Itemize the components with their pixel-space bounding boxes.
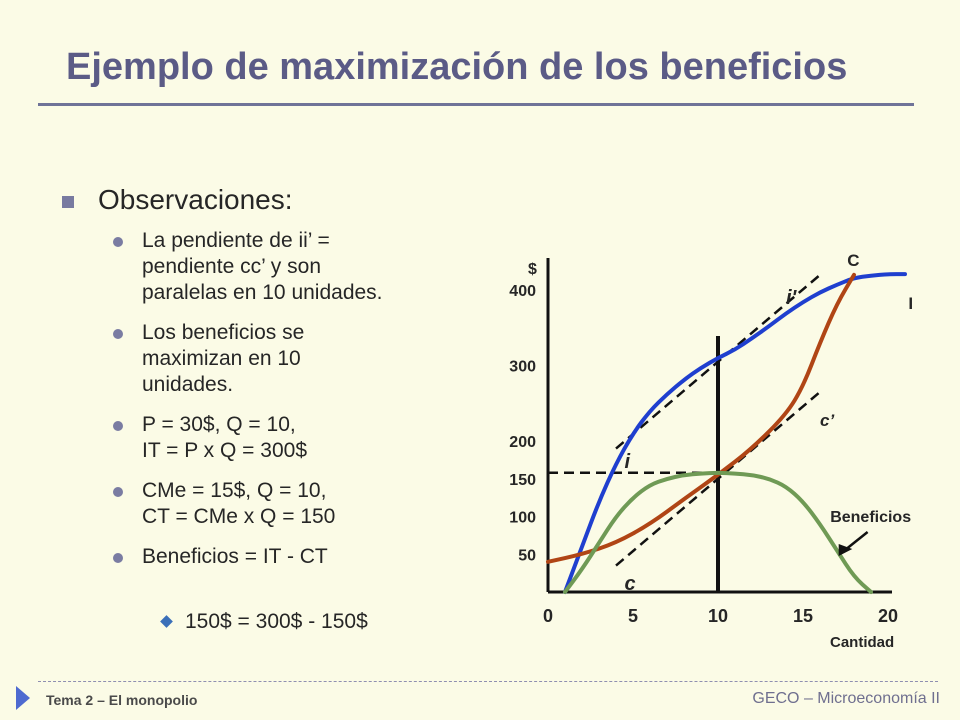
y-tick-label: 150	[509, 472, 536, 489]
series-c-line	[546, 272, 856, 564]
observations-list: La pendiente de ii’ = pendiente cc’ y so…	[110, 228, 470, 584]
sub-bullet: 150$ = 300$ - 150$	[160, 610, 368, 634]
list-item-line: P = 30$, Q = 10,	[142, 413, 296, 436]
profit-pointer-arrowhead	[838, 544, 853, 556]
y-tick-label: 300	[509, 359, 536, 376]
cost-tangent-line	[615, 390, 821, 567]
x-tick-label: 20	[878, 606, 898, 626]
list-item-line: Beneficios = IT - CT	[142, 545, 328, 568]
list-item-line: Los beneficios se	[142, 321, 305, 344]
revenue-curve-label: I	[908, 294, 913, 313]
list-item-line: maximizan en 10	[142, 347, 301, 370]
cost-tangent-start-label: c	[625, 573, 636, 595]
observations-heading: Observaciones:	[62, 184, 293, 216]
title-divider	[38, 103, 914, 106]
x-tick-label: 5	[628, 606, 638, 626]
cost-curve-label: C	[847, 251, 859, 270]
list-item: Beneficios = IT - CT	[110, 544, 470, 570]
list-item-line: paralelas en 10 unidades.	[142, 281, 383, 304]
x-axis-label: Cantidad	[830, 634, 894, 651]
footer-topic: Tema 2 – El monopolio	[46, 692, 198, 708]
round-bullet-icon	[113, 237, 123, 247]
y-axis-label: $	[528, 261, 537, 278]
revenue-tangent-end-label: i'	[786, 287, 798, 309]
x-tick-label: 0	[543, 606, 553, 626]
list-item: La pendiente de ii’ = pendiente cc’ y so…	[110, 228, 470, 306]
list-item-line: unidades.	[142, 373, 234, 396]
square-bullet-icon	[62, 196, 74, 208]
profit-chart: $ Cantidad 0 5 10 15 20 50 100 150 200 300 400 C I Bene…	[509, 251, 913, 651]
profit-curve-label: Beneficios	[830, 509, 911, 526]
y-tick-label: 100	[509, 510, 536, 527]
list-item-line: IT = P x Q = 300$	[142, 439, 307, 462]
list-item: Los beneficios se maximizan en 10 unidad…	[110, 320, 470, 398]
round-bullet-icon	[113, 487, 123, 497]
y-tick-label: 50	[518, 547, 536, 564]
next-arrow-icon[interactable]	[16, 686, 30, 710]
list-item: CMe = 15$, Q = 10, CT = CMe x Q = 150	[110, 478, 470, 530]
series-i-line	[563, 272, 907, 594]
round-bullet-icon	[113, 553, 123, 563]
x-tick-label: 10	[708, 606, 728, 626]
slide-title: Ejemplo de maximización de los beneficio…	[66, 46, 848, 88]
x-tick-label: 15	[793, 606, 813, 626]
diamond-bullet-icon	[160, 615, 173, 628]
footer-divider	[38, 681, 938, 682]
y-tick-label: 200	[509, 434, 536, 451]
footer-course: GECO – Microeconomía II	[752, 690, 940, 707]
cost-tangent-end-label: c’	[820, 411, 834, 430]
y-tick-label: 400	[509, 283, 536, 300]
round-bullet-icon	[113, 329, 123, 339]
revenue-tangent-line	[615, 273, 821, 450]
list-item: P = 30$, Q = 10, IT = P x Q = 300$	[110, 412, 470, 464]
revenue-tangent-start-label: i	[625, 451, 631, 473]
list-item-line: CMe = 15$, Q = 10,	[142, 479, 327, 502]
series-beneficios-line	[563, 470, 873, 594]
list-item-line: La pendiente de ii’ =	[142, 229, 330, 252]
list-item-line: pendiente cc’ y son	[142, 255, 322, 278]
round-bullet-icon	[113, 421, 123, 431]
list-item-line: CT = CMe x Q = 150	[142, 505, 336, 528]
